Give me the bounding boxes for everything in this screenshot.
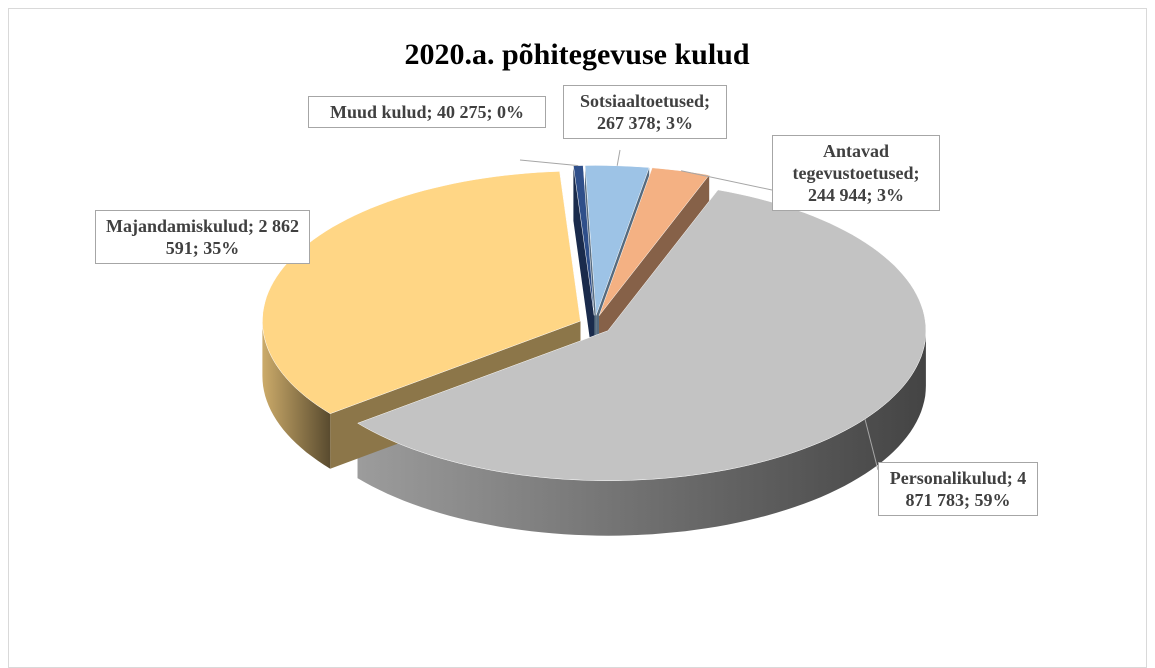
- data-label: Majandamiskulud; 2 862 591; 35%: [95, 210, 310, 264]
- slice-outer-wall: [357, 330, 926, 536]
- data-label: Sotsiaaltoetused; 267 378; 3%: [563, 85, 727, 139]
- slice: [584, 165, 650, 316]
- slice-tops: [262, 165, 927, 481]
- slice-radial-wall: [573, 165, 595, 371]
- chart-title: 2020.a. põhitegevuse kulud: [404, 38, 749, 71]
- data-label: Personalikulud; 4 871 783; 59%: [878, 462, 1038, 516]
- data-label: Antavad tegevustoetused; 244 944; 3%: [772, 135, 940, 211]
- leader-line: [864, 418, 879, 471]
- slice-outer-wall: [262, 321, 331, 469]
- data-label: Muud kulud; 40 275; 0%: [308, 96, 546, 128]
- leader-line: [680, 170, 773, 191]
- leader-line: [616, 149, 621, 166]
- leader-line: [519, 159, 579, 167]
